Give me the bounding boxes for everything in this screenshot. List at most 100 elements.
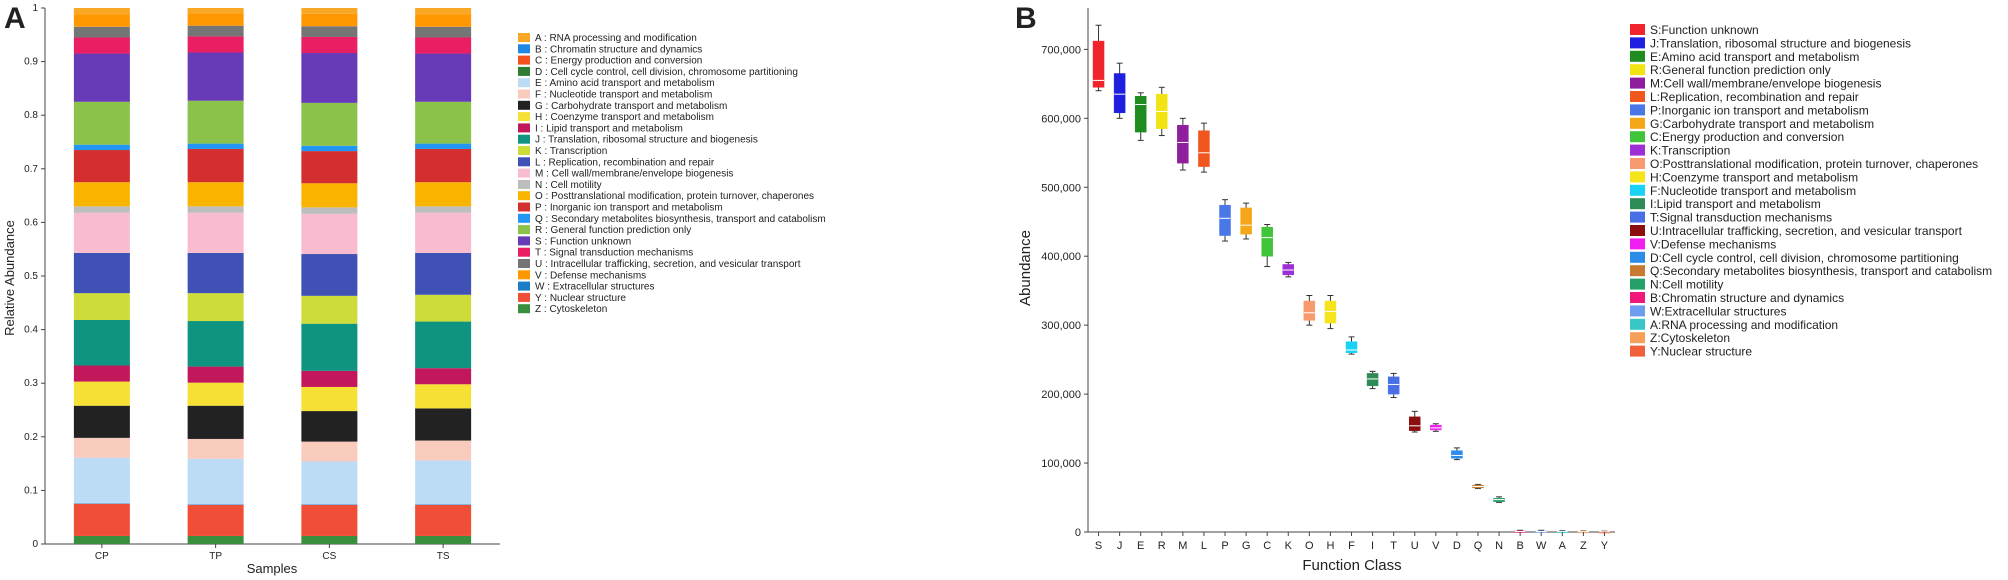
legend-swatch-b (1630, 345, 1645, 357)
legend-swatch-b (1630, 292, 1645, 303)
legend-label-b: V:Defense mechanisms (1650, 237, 1776, 251)
bar-segment-y (187, 504, 244, 536)
box-body (1324, 300, 1337, 324)
bar-segment-w (301, 504, 358, 505)
x-tick-label-b: Z (1580, 540, 1587, 552)
x-tick-label-b: D (1453, 540, 1461, 552)
legend-label-a: S : Function unknown (535, 236, 631, 247)
legend-swatch-a (518, 259, 530, 268)
x-tick-label-b: L (1201, 540, 1207, 552)
legend-swatch-a (518, 168, 530, 178)
legend-label-a: B : Chromatin structure and dynamics (535, 44, 702, 55)
legend-label-a: W : Extracellular structures (535, 282, 654, 293)
bar-segment-z (415, 535, 472, 544)
legend-swatch-a (518, 236, 530, 246)
y-tick-label-a: 0.6 (24, 217, 38, 228)
legend-label-a: H : Coenzyme transport and metabolism (535, 112, 714, 123)
y-tick-label-b: 300,000 (1041, 320, 1081, 332)
bar-segment-f (73, 437, 130, 458)
bar-segment-n (301, 207, 358, 214)
y-tick-label-b: 400,000 (1041, 251, 1081, 263)
bar-segment-q (73, 144, 130, 151)
box-body (1261, 227, 1273, 257)
y-tick-label-a: 0.9 (24, 57, 38, 68)
legend-label-b: Z:Cytoskeleton (1650, 331, 1730, 345)
x-tick-label-b: F (1348, 540, 1355, 552)
bar-segment-s (301, 53, 358, 103)
legend-label-b: B:Chromatin structure and dynamics (1650, 291, 1844, 305)
bar-segment-g (187, 405, 244, 439)
panel-label-b: B (1015, 2, 1037, 35)
box-g (1240, 202, 1252, 240)
legend-swatch-b (1630, 278, 1645, 290)
legend-swatch-a (518, 112, 530, 122)
legend-label-a: R : General function prediction only (535, 225, 691, 236)
bar-segment-t (187, 36, 244, 53)
bar-segment-h (301, 386, 358, 412)
x-axis-title-a: Samples (247, 561, 298, 576)
bar-segment-l (73, 252, 130, 294)
legend-label-b: P:Inorganic ion transport and metabolism (1650, 103, 1869, 117)
box-body (1198, 130, 1210, 167)
bar-segment-l (301, 254, 358, 296)
bar-segment-v (301, 13, 358, 27)
box-k (1282, 261, 1295, 278)
x-tick-label-b: T (1390, 540, 1397, 552)
bar-segment-n (73, 206, 130, 213)
legend-swatch-b (1630, 24, 1645, 35)
box-body (1366, 373, 1379, 387)
legend-swatch-b (1630, 184, 1645, 196)
bar-segment-e (73, 457, 130, 504)
bar-segment-m (301, 213, 358, 255)
x-tick-label-a: TS (437, 551, 450, 562)
box-body (1408, 416, 1421, 431)
x-tick-label-b: S (1095, 540, 1102, 552)
bar-segment-g (415, 408, 472, 441)
bar-segment-w (415, 504, 472, 505)
legend-swatch-a (518, 179, 530, 189)
bar-segment-r (301, 102, 358, 146)
bar-segment-t (415, 37, 472, 54)
legend-swatch-a (518, 89, 530, 99)
x-tick-label-b: R (1158, 540, 1166, 552)
bar-segment-i (73, 365, 130, 382)
bar-segment-u (301, 26, 358, 37)
x-tick-label-a: CP (95, 551, 109, 562)
stacked-bar-chart: 0 0.1 0.2 0.3 0.4 0.5 0.6 0.7 0.8 0.9 1 CP TP CS TS S… (2, 3, 826, 576)
bar-segment-t (73, 37, 130, 54)
box-body (1303, 300, 1316, 321)
bar-segment-f (301, 441, 358, 462)
legend-label-a: A : RNA processing and modification (535, 33, 697, 44)
box-n (1493, 496, 1505, 503)
legend-label-b: D:Cell cycle control, cell division, chr… (1650, 251, 1959, 265)
box-e (1134, 92, 1147, 141)
legend-label-a: U : Intracellular trafficking, secretion… (535, 259, 801, 270)
x-ticks-a: CP TP CS TS (95, 544, 450, 562)
bar-segment-a (187, 8, 244, 14)
legend-swatch-a (518, 33, 530, 42)
legend-swatch-a (518, 202, 530, 212)
legend-swatch-b (1630, 211, 1645, 223)
legend-swatch-a (518, 270, 530, 280)
legend-swatch-b (1630, 171, 1645, 183)
legend-label-a: O : Posttranslational modification, prot… (535, 191, 814, 202)
bar-segment-r (187, 100, 244, 144)
legend-label-a: C : Energy production and conversion (535, 56, 702, 67)
legend-label-a: I : Lipid transport and metabolism (535, 123, 683, 134)
y-tick-label-a: 0 (32, 539, 38, 550)
bar-segment-v (73, 14, 130, 27)
y-tick-label-b: 500,000 (1041, 182, 1081, 194)
legend-swatch-b (1630, 238, 1645, 250)
y-tick-label-a: 0.7 (24, 164, 38, 175)
bar-segment-j (301, 323, 358, 371)
box-body (1092, 40, 1105, 88)
box-plot-chart: 0 100,000 200,000 300,000 400,000 500,000 600,… (1017, 8, 1992, 574)
box-p (1219, 199, 1231, 242)
x-tick-label-b: G (1242, 540, 1251, 552)
bar-segment-r (73, 101, 130, 145)
box-body (1113, 73, 1126, 114)
x-tick-label-b: A (1559, 540, 1567, 552)
legend-swatch-a (518, 292, 530, 302)
bar-segment-s (73, 53, 130, 102)
